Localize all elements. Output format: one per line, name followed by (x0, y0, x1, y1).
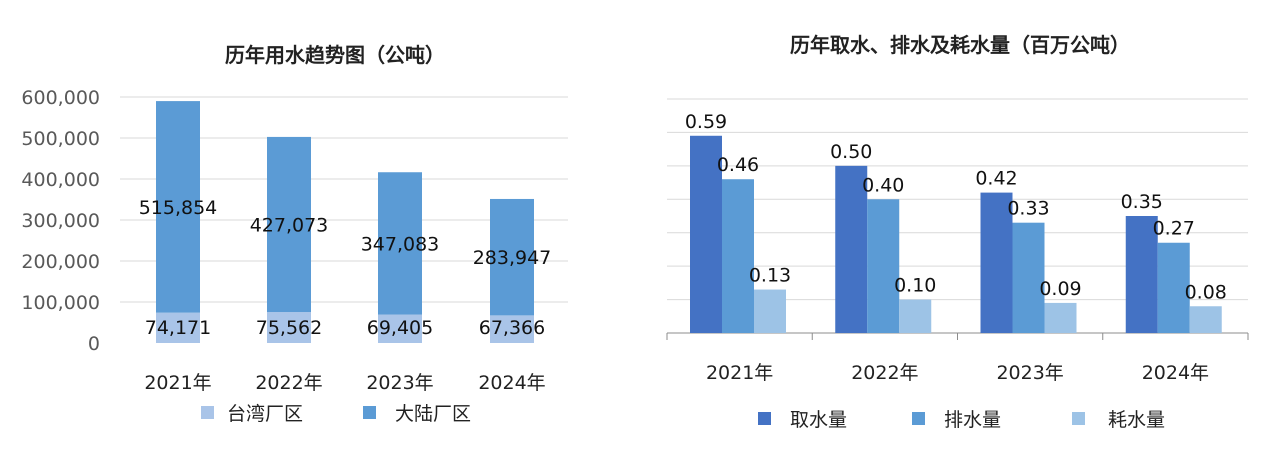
legend-label-consumption: 耗水量 (1108, 409, 1165, 431)
bar-intake (835, 165, 868, 333)
bar-taiwan (490, 315, 534, 343)
legend-label-mainland: 大陆厂区 (395, 403, 471, 425)
bar-consumption (1189, 306, 1222, 333)
x-tick-label: 2021年 (144, 372, 211, 394)
data-label-consumption: 0.08 (1185, 281, 1227, 303)
legend-swatch-taiwan (201, 406, 214, 419)
data-label-intake: 0.50 (830, 141, 872, 163)
legend-swatch-intake (758, 412, 771, 425)
bar-discharge (867, 199, 900, 333)
bar-taiwan (267, 312, 311, 343)
data-label-consumption: 0.09 (1039, 278, 1081, 300)
bar-consumption (899, 299, 932, 333)
data-label-mainland: 515,854 (139, 197, 218, 219)
x-tick-label: 2023年 (996, 362, 1063, 384)
bar-discharge (1157, 242, 1190, 333)
bar-taiwan (378, 314, 422, 343)
y-tick-label: 200,000 (21, 251, 100, 273)
bar-discharge (1012, 222, 1045, 333)
data-label-taiwan: 67,366 (479, 317, 545, 339)
bar-consumption (754, 289, 786, 333)
bar-consumption (1044, 302, 1077, 333)
y-tick-label: 400,000 (21, 169, 100, 191)
y-tick-label: 500,000 (21, 128, 100, 150)
data-label-mainland: 283,947 (473, 247, 552, 269)
y-tick-label: 600,000 (21, 87, 100, 109)
water-intake-discharge-chart-svg: 历年取水、排水及耗水量（百万公吨） 0.59 0.46 0.13 2021年 0.50 0… (666, 33, 1249, 431)
x-tick-label: 2023年 (366, 372, 433, 394)
data-label-intake: 0.59 (685, 111, 727, 133)
data-label-discharge: 0.40 (862, 174, 904, 196)
bar-mainland (267, 136, 311, 313)
data-label-taiwan: 75,562 (256, 317, 322, 339)
data-label-taiwan: 74,171 (145, 317, 211, 339)
legend-label-taiwan: 台湾厂区 (227, 403, 303, 425)
y-tick-label: 0 (88, 333, 100, 355)
bar-mainland (490, 198, 534, 316)
x-tick-label: 2024年 (1142, 362, 1209, 384)
data-label-mainland: 427,073 (250, 214, 329, 236)
bar-intake (1125, 216, 1158, 333)
legend-label-discharge: 排水量 (944, 409, 1001, 431)
x-tick-label: 2022年 (851, 362, 918, 384)
y-tick-label: 100,000 (21, 292, 100, 314)
bar-mainland (156, 101, 200, 313)
x-tick-label: 2021年 (706, 362, 773, 384)
x-tick-label: 2022年 (255, 372, 322, 394)
chart-title: 历年用水趋势图（公吨） (225, 43, 445, 67)
data-label-consumption: 0.13 (749, 265, 791, 287)
x-tick-label: 2024年 (478, 372, 545, 394)
data-label-mainland: 347,083 (361, 233, 440, 255)
water-intake-discharge-chart: 历年取水、排水及耗水量（百万公吨） 0.59 0.46 0.13 2021年 0.50 0… (640, 0, 1272, 449)
water-usage-chart: 历年用水趋势图（公吨） 0 100,000 200,000 300,000 400,00… (0, 0, 620, 449)
data-label-intake: 0.35 (1121, 191, 1163, 213)
data-label-discharge: 0.46 (717, 154, 759, 176)
bar-taiwan (156, 312, 200, 343)
legend-swatch-consumption (1072, 412, 1085, 425)
y-tick-label: 300,000 (21, 210, 100, 232)
chart-title: 历年取水、排水及耗水量（百万公吨） (790, 33, 1130, 57)
data-label-discharge: 0.27 (1153, 218, 1195, 240)
data-label-consumption: 0.10 (894, 275, 936, 297)
water-usage-chart-svg: 历年用水趋势图（公吨） 0 100,000 200,000 300,000 400,00… (21, 43, 568, 425)
bar-mainland (378, 172, 422, 315)
data-label-discharge: 0.33 (1007, 198, 1049, 220)
data-label-intake: 0.42 (975, 168, 1017, 190)
legend-swatch-discharge (912, 412, 925, 425)
data-label-taiwan: 69,405 (367, 317, 433, 339)
bar-intake (690, 135, 722, 333)
bar-discharge (722, 179, 754, 333)
legend-label-intake: 取水量 (790, 409, 847, 431)
legend-swatch-mainland (363, 406, 376, 419)
bar-intake (980, 192, 1013, 333)
